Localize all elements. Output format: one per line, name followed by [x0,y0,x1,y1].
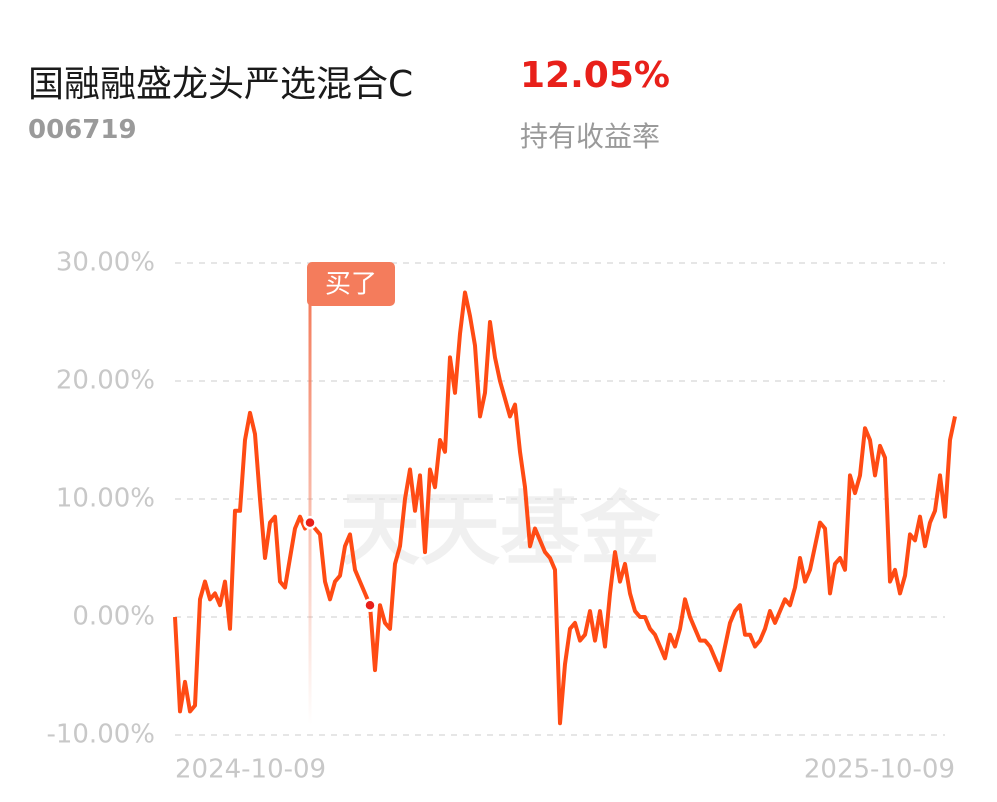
return-line [173,290,957,726]
x-tick-label: 2025-10-09 [804,755,955,785]
y-tick-label: 10.00% [56,484,155,514]
trade-dot [363,598,377,612]
x-tick-label: 2024-10-09 [175,755,326,785]
return-value: 12.05% [520,55,670,96]
fund-code: 006719 [28,115,137,145]
y-tick-label: 0.00% [72,602,155,632]
fund-name: 国融融盛龙头严选混合C [28,64,414,105]
y-tick-label: 30.00% [56,248,155,278]
buy-label: 买了 [325,270,377,300]
buy-tag [307,262,395,306]
return-label: 持有收益率 [520,120,661,153]
buy-line [308,300,312,725]
y-tick-label: 20.00% [56,366,155,396]
trade-dot [303,515,317,530]
y-tick-label: -10.00% [46,720,155,750]
